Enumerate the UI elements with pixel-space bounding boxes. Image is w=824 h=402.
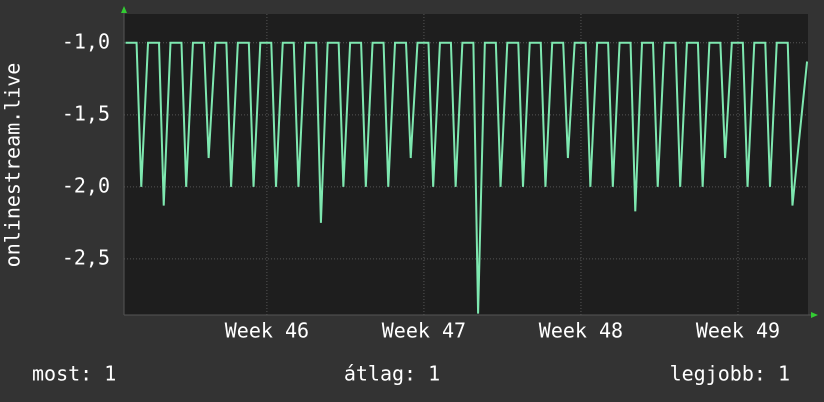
y-tick-label: -1,0 <box>62 29 110 53</box>
y-tick-label: -2,5 <box>62 245 110 269</box>
y-tick-label: -1,5 <box>62 101 110 125</box>
x-tick-label: Week 46 <box>225 319 309 343</box>
y-arrow <box>121 6 127 13</box>
x-tick-label: Week 48 <box>539 319 623 343</box>
x-arrow <box>811 312 818 318</box>
legend-max: legjobb: 1 <box>670 362 790 386</box>
legend-current: most: 1 <box>32 362 116 386</box>
y-axis-label: onlinestream.live <box>1 63 25 268</box>
legend-average: átlag: 1 <box>344 362 440 386</box>
x-tick-label: Week 49 <box>696 319 780 343</box>
series-line <box>125 41 809 314</box>
y-tick-label: -2,0 <box>62 173 110 197</box>
plot-area <box>124 14 808 315</box>
x-tick-label: Week 47 <box>382 319 466 343</box>
